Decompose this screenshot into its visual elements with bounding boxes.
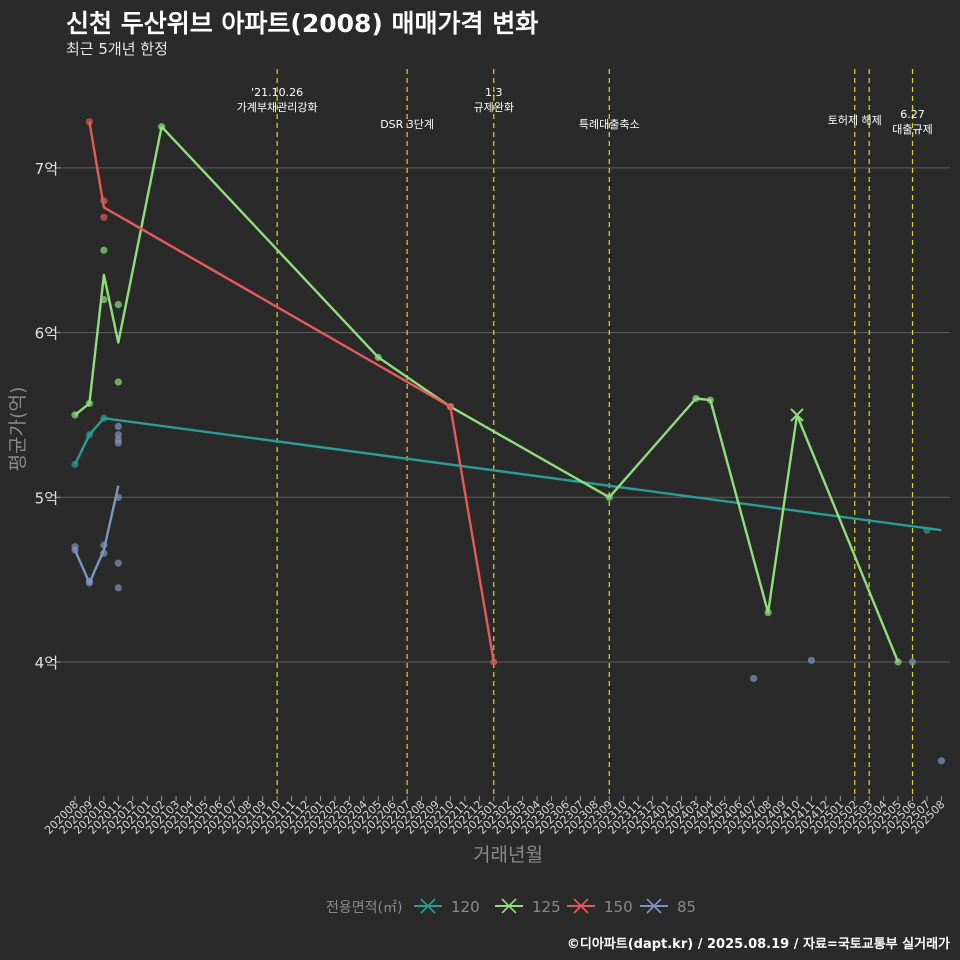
- data-point: [764, 608, 772, 617]
- y-tick-label: 6억: [35, 325, 58, 343]
- data-point: [706, 396, 714, 404]
- data-point: [692, 394, 700, 403]
- legend-label: 120: [451, 898, 480, 916]
- data-point: [85, 579, 94, 587]
- legend-key-marker: [420, 898, 436, 914]
- data-point: [114, 584, 122, 592]
- data-point: [114, 378, 122, 386]
- data-point: [158, 123, 166, 131]
- event-label: 가계부채관리강화: [237, 101, 318, 114]
- legend-key-marker: [501, 898, 517, 914]
- series-line: [74, 125, 900, 663]
- legend-label: 125: [532, 898, 561, 916]
- data-point: [100, 246, 108, 254]
- event-label: DSR 3단계: [380, 118, 434, 131]
- y-tick-label: 5억: [35, 489, 58, 507]
- legend-label: 150: [604, 898, 633, 916]
- data-point: [114, 301, 122, 309]
- event-label: '21.10.26: [251, 86, 303, 99]
- series-125: [71, 123, 902, 666]
- data-point: [374, 353, 382, 361]
- data-point: [114, 422, 122, 431]
- data-point: [750, 674, 758, 683]
- series-line: [88, 121, 495, 663]
- data-point: [937, 757, 946, 765]
- chart-title: 신천 두산위브 아파트(2008) 매매가격 변화: [66, 9, 539, 38]
- data-point: [114, 431, 122, 439]
- data-point: [490, 658, 498, 666]
- data-point: [114, 559, 122, 567]
- data-point: [100, 541, 108, 549]
- data-point: [85, 118, 94, 126]
- series-line: [73, 417, 942, 532]
- data-point: [71, 411, 79, 419]
- data-point: [807, 656, 816, 664]
- data-point: [114, 439, 122, 447]
- data-point: [85, 431, 94, 439]
- data-point: [100, 197, 108, 205]
- data-point: [100, 296, 108, 304]
- y-tick-label: 4억: [35, 654, 58, 672]
- data-point: [100, 549, 108, 557]
- legend-title: 전용면적(㎡): [326, 900, 402, 916]
- legend: 전용면적(㎡) 120 125 150 85: [326, 898, 696, 916]
- y-axis-title: 평균가(억): [7, 387, 29, 472]
- event-label: 6.27: [900, 108, 925, 121]
- data-point: [71, 546, 79, 554]
- data-point: [71, 460, 79, 468]
- data-point: [446, 403, 455, 411]
- legend-label: 85: [677, 898, 696, 916]
- data-point: [85, 399, 94, 408]
- data-point: [100, 414, 108, 422]
- event-label: 토허제 해제: [828, 113, 882, 127]
- data-point: [114, 493, 122, 501]
- series-line: [73, 485, 120, 585]
- chart-subtitle: 최근 5개년 한정: [66, 40, 168, 58]
- data-point-cross: [790, 408, 804, 422]
- series-120: [71, 414, 942, 534]
- legend-key-marker: [646, 898, 662, 914]
- data-point: [605, 493, 613, 501]
- event-label: 특례대출축소: [579, 118, 640, 131]
- x-axis-title: 거래년월: [473, 844, 543, 866]
- data-point: [894, 658, 902, 666]
- y-tick-label: 7억: [35, 160, 58, 178]
- event-label: 대출규제: [892, 123, 932, 136]
- data-point: [923, 526, 931, 534]
- series-85: [71, 422, 946, 765]
- event-label: 1.3: [485, 86, 503, 99]
- event-label: 규제완화: [474, 101, 514, 114]
- data-point: [100, 213, 108, 221]
- series-150: [85, 118, 498, 666]
- legend-key-marker: [573, 898, 589, 914]
- source-credit: ©디아파트(dapt.kr) / 2025.08.19 / 자료=국토교통부 실…: [566, 937, 950, 952]
- data-point: [908, 658, 917, 666]
